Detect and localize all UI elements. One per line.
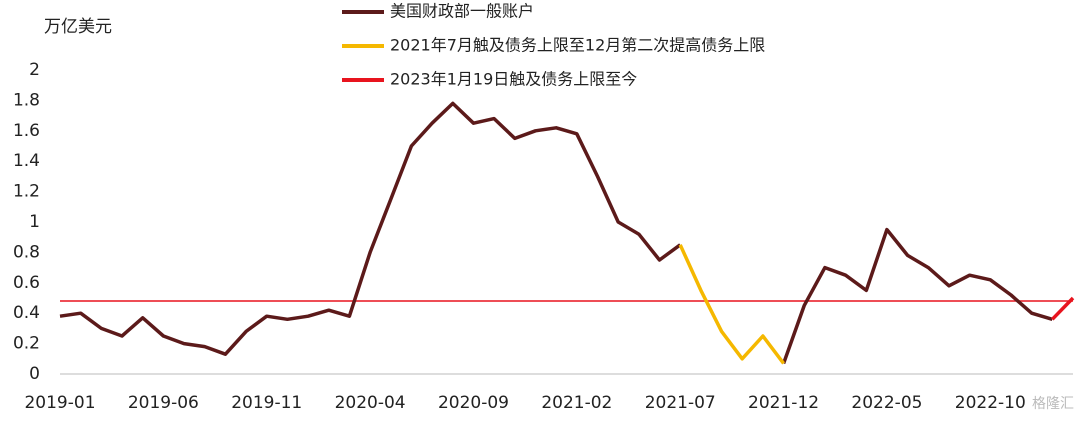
watermark: 格隆汇 (1032, 396, 1074, 412)
x-tick-label: 2021-02 (541, 393, 612, 413)
x-tick-label: 2021-12 (748, 393, 819, 413)
y-tick-label: 1.2 (13, 182, 40, 202)
y-tick-label: 1.6 (13, 121, 40, 141)
y-tick-label: 0.6 (13, 273, 40, 293)
series-line (1051, 296, 1075, 321)
series-line (59, 101, 1053, 364)
x-tick-label: 2020-09 (438, 393, 509, 413)
y-tick-label: 2 (29, 60, 40, 80)
x-tick-label: 2021-07 (645, 393, 716, 413)
x-tick-label: 2022-10 (955, 393, 1026, 413)
x-tick-label: 2022-05 (851, 393, 922, 413)
x-tick-label: 2019-06 (128, 393, 199, 413)
series-line (678, 244, 785, 365)
legend-label: 2023年1月19日触及债务上限至今 (390, 70, 637, 89)
legend-label: 2021年7月触及债务上限至12月第二次提高债务上限 (390, 36, 765, 55)
y-tick-label: 0 (29, 364, 40, 384)
y-tick-label: 1 (29, 212, 40, 232)
x-tick-label: 2019-01 (24, 393, 95, 413)
y-tick-label: 0.4 (13, 303, 40, 323)
legend-label: 美国财政部一般账户 (390, 2, 534, 21)
y-tick-label: 1.4 (13, 151, 40, 171)
y-tick-label: 0.2 (13, 334, 40, 354)
x-tick-label: 2019-11 (231, 393, 302, 413)
y-axis-label: 万亿美元 (44, 17, 112, 37)
y-tick-label: 1.8 (13, 90, 40, 110)
x-tick-label: 2020-04 (335, 393, 406, 413)
y-tick-label: 0.8 (13, 242, 40, 262)
